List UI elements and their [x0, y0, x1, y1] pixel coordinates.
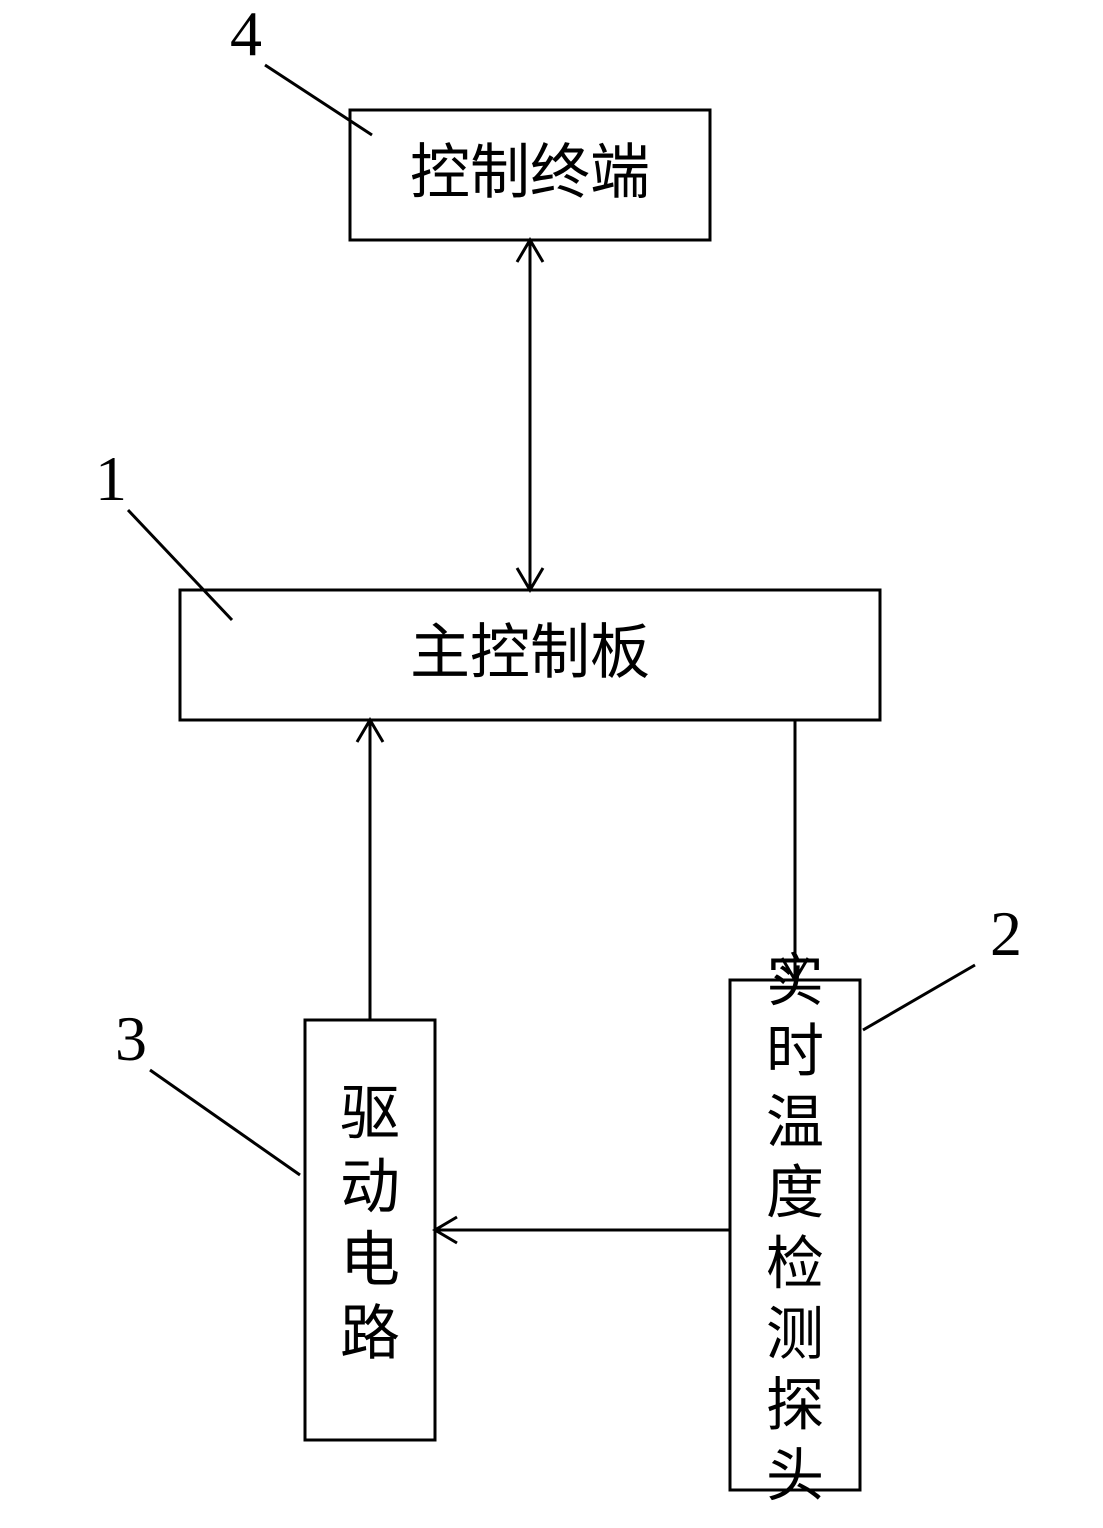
leader-l2 [863, 965, 975, 1030]
leader-l4 [265, 65, 372, 135]
leader-l3 [150, 1070, 300, 1175]
number-1: 1 [95, 443, 127, 514]
driver_circuit-label: 驱动电路 [340, 1081, 400, 1367]
control_terminal-label: 控制终端 [410, 140, 650, 206]
number-3: 3 [115, 1003, 147, 1074]
number-2: 2 [990, 898, 1022, 969]
main_board-label: 主控制板 [410, 620, 650, 686]
temp_probe-label: 实时温度检测探头 [766, 949, 824, 1509]
number-4: 4 [230, 0, 262, 69]
